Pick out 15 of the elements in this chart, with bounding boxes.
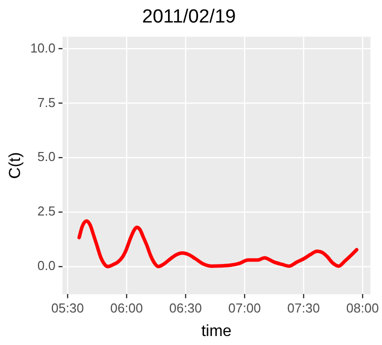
y-tick-label: 7.5 [37, 94, 56, 110]
x-tick-label: 07:30 [287, 300, 320, 316]
y-tick-label: 10.0 [30, 40, 56, 56]
x-tick-label: 07:00 [228, 300, 261, 316]
y-axis-title: C(t) [7, 152, 24, 179]
x-tick-label: 08:00 [346, 300, 379, 316]
x-tick-label: 05:30 [51, 300, 84, 316]
line-series [77, 219, 358, 268]
y-tick-label: 2.5 [37, 204, 56, 219]
y-tick-label: 0.0 [37, 258, 56, 274]
y-tick-label: 5.0 [37, 149, 56, 164]
x-tick-label: 06:30 [169, 300, 202, 316]
x-axis-title: time [201, 322, 232, 340]
chart-title: 2011/02/19 [142, 6, 236, 28]
x-tick-label: 06:00 [110, 300, 143, 316]
